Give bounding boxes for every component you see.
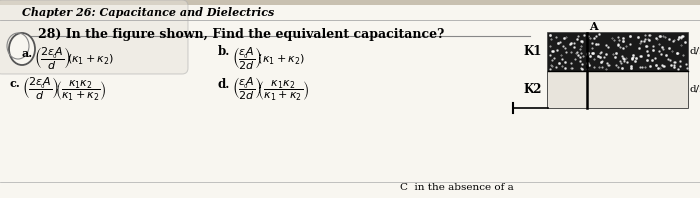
Bar [548, 33, 688, 108]
Ellipse shape [9, 33, 35, 65]
Text: Chapter 26: Capacitance and Dielectrics: Chapter 26: Capacitance and Dielectrics [22, 7, 274, 18]
Text: $\left(\dfrac{\varepsilon_{\!_0}\! A}{2d}\right)\!\!\left(\kappa_1 + \kappa_2\ri: $\left(\dfrac{\varepsilon_{\!_0}\! A}{2d… [232, 45, 305, 71]
Text: A: A [589, 21, 598, 32]
Bar [548, 33, 688, 70]
Text: $\left(\dfrac{2\varepsilon_{\!_0}\! A}{d}\right)\!\!\left(\dfrac{\kappa_1\kappa_: $\left(\dfrac{2\varepsilon_{\!_0}\! A}{d… [22, 76, 106, 103]
Text: d/2: d/2 [690, 85, 700, 94]
Text: K1: K1 [523, 45, 541, 58]
Text: $\left(\dfrac{\varepsilon_{\!_0}\! A}{2d}\right)\!\!\left(\dfrac{\kappa_1\kappa_: $\left(\dfrac{\varepsilon_{\!_0}\! A}{2d… [232, 76, 309, 103]
FancyBboxPatch shape [0, 0, 188, 74]
Text: b.: b. [218, 45, 230, 58]
Text: K2: K2 [523, 83, 542, 96]
Text: a.: a. [22, 48, 33, 59]
Bar [548, 70, 688, 108]
Text: $\left(\dfrac{2\varepsilon_{\!_0}\! A}{d}\right)\!\!\left(\kappa_1 + \kappa_2\ri: $\left(\dfrac{2\varepsilon_{\!_0}\! A}{d… [34, 45, 114, 71]
Text: C  in the absence of a: C in the absence of a [400, 183, 514, 192]
Text: d.: d. [218, 78, 230, 91]
Text: d/2: d/2 [690, 46, 700, 55]
Text: c.: c. [10, 78, 21, 89]
Text: 28) In the figure shown, Find the equivalent capacitance?: 28) In the figure shown, Find the equiva… [38, 28, 444, 41]
